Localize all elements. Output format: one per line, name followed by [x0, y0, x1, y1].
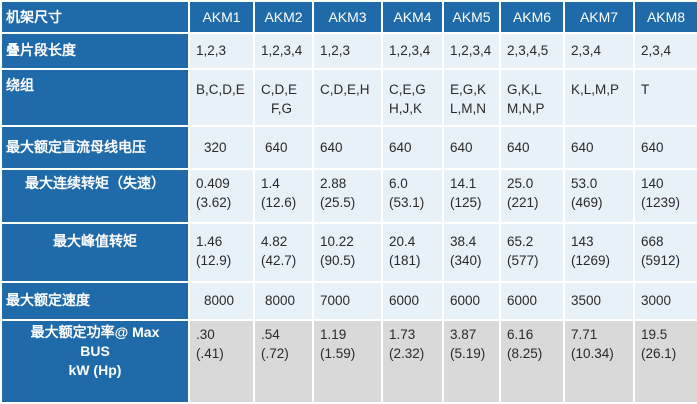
table-cell: 8000 — [190, 282, 253, 320]
table-cell: 640 — [635, 127, 697, 168]
table-cell: 1,2,3,4 — [383, 34, 442, 68]
table-cell: T — [635, 69, 697, 126]
row-label-winding: 绕组 — [2, 69, 188, 126]
table-cell: 1.4 (12.6) — [255, 169, 312, 223]
table-cell: 640 — [255, 127, 312, 168]
table-cell: B,C,D,E — [190, 69, 253, 126]
header-row: 机架尺寸 AKM1 AKM2 AKM3 AKM4 AKM5 AKM6 AKM7 … — [2, 2, 697, 33]
table-cell: 2,3,4 — [635, 34, 697, 68]
table-cell: 6.16 (8.25) — [501, 321, 563, 402]
model-header-akm2: AKM2 — [255, 2, 312, 33]
table-cell: 1,2,3,4 — [255, 34, 312, 68]
model-header-akm3: AKM3 — [314, 2, 381, 33]
table-cell: 7000 — [314, 282, 381, 320]
table-cell: 640 — [565, 127, 633, 168]
table-row: 最大额定功率@ Max BUS kW (Hp) .30 (.41) .54 (.72) … — [2, 321, 697, 402]
table-cell: 65.2 (577) — [501, 224, 563, 281]
table-cell: 14.1 (125) — [444, 169, 499, 223]
table-cell: 1,2,3,4 — [444, 34, 499, 68]
table-cell: 19.5 (26.1) — [635, 321, 697, 402]
table-cell: 7.71 (10.34) — [565, 321, 633, 402]
table-cell: 1.73 (2.32) — [383, 321, 442, 402]
table-cell: C,D,E F,G — [255, 69, 312, 126]
row-label-max-rated-speed: 最大额定速度 — [2, 282, 188, 320]
table-cell: 640 — [444, 127, 499, 168]
table-cell: 2,3,4,5 — [501, 34, 563, 68]
table-row: 最大峰值转矩 1.46 (12.9) 4.82 (42.7) 10.22 (90.5)… — [2, 224, 697, 281]
table-cell: 6000 — [383, 282, 442, 320]
table-cell: .30 (.41) — [190, 321, 253, 402]
model-header-akm8: AKM8 — [635, 2, 697, 33]
table-cell: 4.82 (42.7) — [255, 224, 312, 281]
table-cell: 1.19 (1.59) — [314, 321, 381, 402]
table-cell: 2,3,4 — [565, 34, 633, 68]
table-cell: 320 — [190, 127, 253, 168]
table-cell: 0.409 (3.62) — [190, 169, 253, 223]
model-header-akm7: AKM7 — [565, 2, 633, 33]
table-row: 最大额定直流母线电压 320 640 640 640 640 640 640 6… — [2, 127, 697, 168]
table-cell: 1,2,3 — [314, 34, 381, 68]
table-cell: K,L,M,P — [565, 69, 633, 126]
table-cell: 10.22 (90.5) — [314, 224, 381, 281]
row-label-max-continuous-torque: 最大连续转矩（失速） — [2, 169, 188, 223]
table-cell: 6.0 (53.1) — [383, 169, 442, 223]
table-cell: 3.87 (5.19) — [444, 321, 499, 402]
table-cell: E,G,K L,M,N — [444, 69, 499, 126]
table-row: 绕组 B,C,D,E C,D,E F,G C,D,E,H C,E,G H,J,K E… — [2, 69, 697, 126]
table-cell: 3500 — [565, 282, 633, 320]
model-header-akm4: AKM4 — [383, 2, 442, 33]
frame-size-header: 机架尺寸 — [2, 2, 188, 33]
table-cell: 140 (1239) — [635, 169, 697, 223]
table-cell: 640 — [314, 127, 381, 168]
table-row: 最大额定速度 8000 8000 7000 6000 6000 6000 350… — [2, 282, 697, 320]
model-header-akm1: AKM1 — [190, 2, 253, 33]
model-header-akm6: AKM6 — [501, 2, 563, 33]
table-cell: 3000 — [635, 282, 697, 320]
row-label-stack-length: 叠片段长度 — [2, 34, 188, 68]
table-cell: G,K,L M,N,P — [501, 69, 563, 126]
table-row: 最大连续转矩（失速） 0.409 (3.62) 1.4 (12.6) 2.88 (25… — [2, 169, 697, 223]
table-cell: 640 — [383, 127, 442, 168]
table-cell: 1,2,3 — [190, 34, 253, 68]
row-label-max-rated-power: 最大额定功率@ Max BUS kW (Hp) — [2, 321, 188, 402]
table-cell: 6000 — [501, 282, 563, 320]
row-label-max-peak-torque: 最大峰值转矩 — [2, 224, 188, 281]
table-cell: 25.0 (221) — [501, 169, 563, 223]
table-row: 叠片段长度 1,2,3 1,2,3,4 1,2,3 1,2,3,4 1,2,3,… — [2, 34, 697, 68]
table-cell: 6000 — [444, 282, 499, 320]
table-cell: 8000 — [255, 282, 312, 320]
table-cell: C,D,E,H — [314, 69, 381, 126]
table-cell: 668 (5912) — [635, 224, 697, 281]
table-cell: 38.4 (340) — [444, 224, 499, 281]
table-cell: 2.88 (25.5) — [314, 169, 381, 223]
table-cell: 640 — [501, 127, 563, 168]
table-cell: 53.0 (469) — [565, 169, 633, 223]
table-cell: 1.46 (12.9) — [190, 224, 253, 281]
row-label-max-dc-bus-voltage: 最大额定直流母线电压 — [2, 127, 188, 168]
table-cell: 20.4 (181) — [383, 224, 442, 281]
table-cell: 143 (1269) — [565, 224, 633, 281]
table-cell: .54 (.72) — [255, 321, 312, 402]
model-header-akm5: AKM5 — [444, 2, 499, 33]
table-cell: C,E,G H,J,K — [383, 69, 442, 126]
